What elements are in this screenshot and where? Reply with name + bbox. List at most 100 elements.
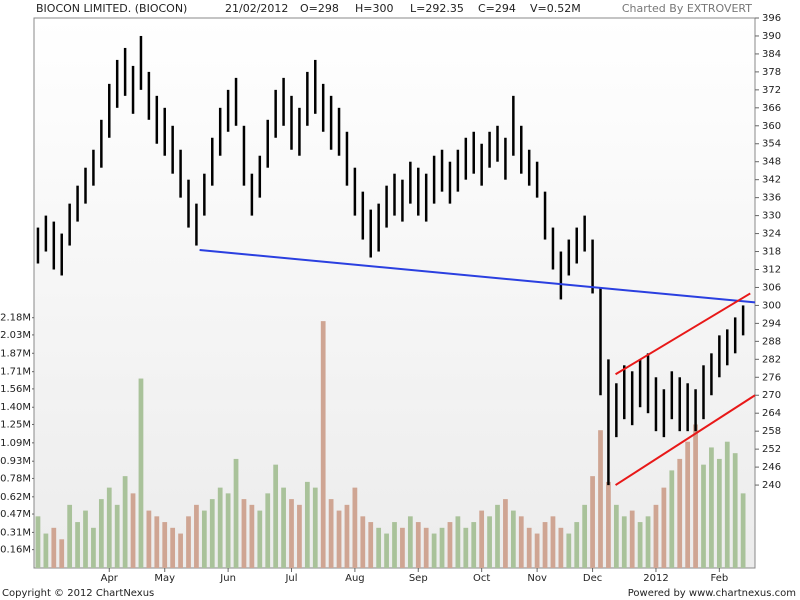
volume-bar [217,487,223,568]
volume-bar [661,487,667,568]
volume-bar [281,487,286,568]
volume-bar [178,533,183,568]
y-tick-label: 330 [762,211,781,222]
open: O=298 [300,2,339,15]
y-tick-label: 396 [762,13,781,24]
volume-bar [701,464,706,568]
volume-bar [613,504,619,568]
volume-tick-label: 2.18M [0,313,31,324]
volume-bar [709,447,714,568]
volume-bar [384,533,389,568]
volume-bar [352,487,358,568]
volume-bar [59,539,65,568]
x-tick-label: Jun [219,573,236,584]
volume-bar [225,493,231,568]
volume-bar [249,504,255,568]
volume-bar [653,504,659,568]
volume-bar [162,522,168,568]
volume-bar [495,504,500,568]
y-tick-label: 384 [762,49,781,60]
y-tick-label: 324 [762,229,781,240]
volume-bar [91,527,96,568]
y-tick-label: 240 [762,480,781,491]
volume-bar [146,510,152,568]
volume-bar [693,424,698,568]
y-tick-label: 300 [762,300,781,311]
volume-bar [629,510,635,568]
volume-bar [415,522,421,568]
volume-bar [75,522,80,568]
volume-bar [376,527,382,568]
credit: Charted By EXTROVERT [622,2,752,15]
volume-tick-label: 1.09M [0,438,31,449]
x-tick-label: Apr [101,573,119,584]
volume-tick-label: 1.71M [0,367,31,378]
y-tick-label: 288 [762,336,781,347]
trend-line [615,394,756,486]
volume-tick-label: 1.40M [0,402,31,413]
y-tick-label: 354 [762,139,781,150]
volume-bar [344,504,350,568]
volume-tick-label: 0.62M [0,492,31,503]
volume-bar [400,527,405,568]
volume-bar [392,522,397,568]
volume-bar [550,516,556,568]
volume-bar [122,476,128,568]
volume-bar [407,516,413,568]
volume-bar [35,516,41,568]
y-tick-label: 252 [762,444,781,455]
volume-bar [360,516,366,568]
volume-bar [732,453,738,568]
low: L=292.35 [410,2,464,15]
volume-bar [289,499,294,568]
x-tick-label: Feb [710,573,728,584]
date: 21/02/2012 [225,2,288,15]
y-tick-label: 342 [762,175,781,186]
volume-bar [606,481,611,568]
volume-bar [186,516,191,568]
volume-bar [154,516,160,568]
volume-bar [273,464,279,568]
volume-bar [368,522,374,568]
y-tick-label: 318 [762,247,781,258]
volume-bar [83,510,88,568]
volume-tick-label: 0.93M [0,456,31,467]
y-tick-label: 246 [762,462,781,473]
volume-bar [510,510,516,568]
volume-bar [194,504,199,568]
high: H=300 [355,2,393,15]
volume-tick-label: 1.56M [0,384,31,395]
volume-tick-label: 0.78M [0,473,31,484]
volume-bar [447,522,453,568]
volume-bar [336,510,342,568]
volume-bar [241,499,247,568]
volume: V=0.52M [530,2,581,15]
x-tick-label: Dec [583,573,602,584]
close: C=294 [478,2,516,15]
volume-bar [328,499,334,568]
copyright: Copyright © 2012 ChartNexus [2,588,154,599]
volume-bar [423,527,429,568]
volume-bar [265,493,271,568]
volume-bar [312,487,318,568]
y-tick-label: 390 [762,31,781,42]
volume-bar [542,522,548,568]
volume-bar [740,493,746,568]
x-tick-label: Nov [527,573,547,584]
x-tick-label: Sep [409,573,428,584]
volume-bar [463,527,469,568]
volume-bar [43,533,49,568]
y-tick-label: 282 [762,354,781,365]
volume-bar [209,499,215,568]
volume-bar [455,516,461,568]
volume-tick-label: 2.03M [0,330,31,341]
y-tick-label: 378 [762,67,781,78]
volume-tick-label: 0.16M [0,545,31,556]
volume-bar [637,522,643,568]
y-tick-label: 264 [762,408,781,419]
volume-bar [320,321,326,568]
volume-bar [201,510,207,568]
volume-bar [716,458,722,568]
volume-bar [526,527,532,568]
volume-bar [487,516,492,568]
